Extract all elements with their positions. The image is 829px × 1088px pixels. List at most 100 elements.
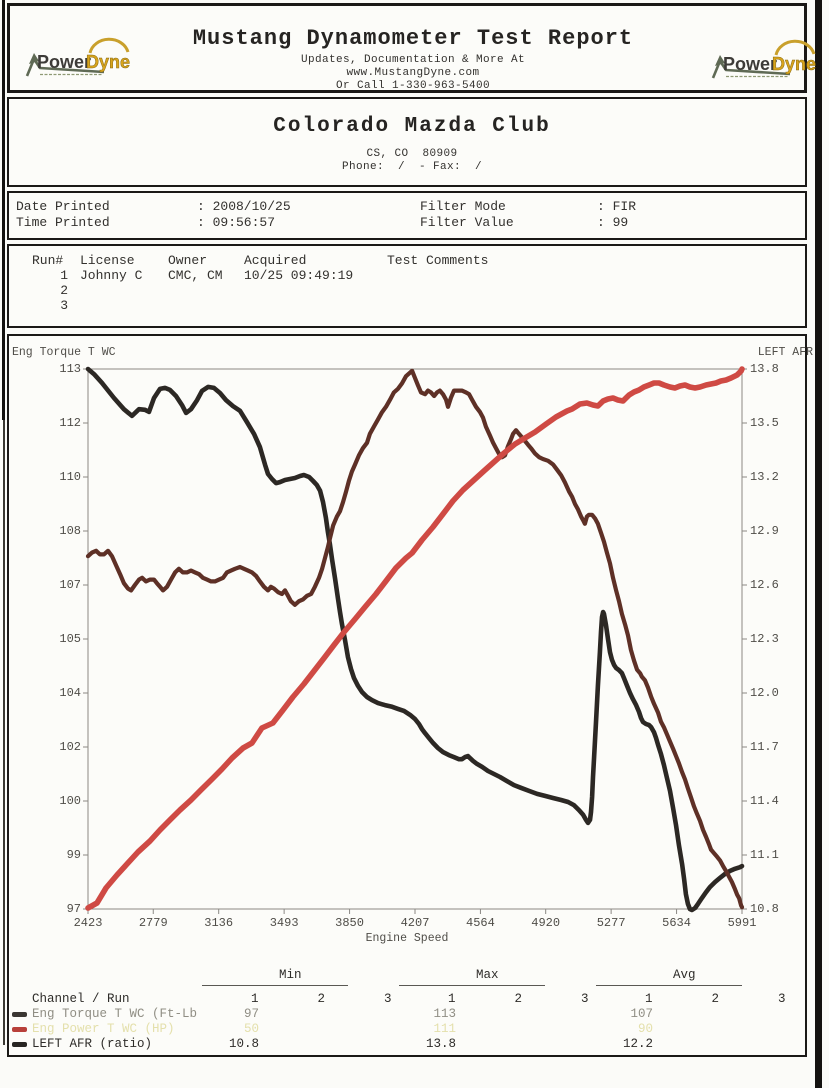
right-tick-label: 10.8 [750,902,779,916]
stats-value: 97 [243,1007,259,1021]
dyno-plot [83,366,747,914]
stats-row-label: Eng Power T WC (HP) [32,1022,175,1036]
date-printed-label: Date Printed [16,199,110,214]
time-printed-label: Time Printed [16,215,110,230]
report-title: Mustang Dynamometer Test Report [192,26,634,51]
x-tick-label: 5277 [596,916,626,930]
left-tick-label: 97 [66,902,81,916]
stats-group-header-avg: Avg [673,968,696,982]
stats-value: 107 [630,1007,653,1021]
right-tick-label: 13.2 [750,470,779,484]
stats-run-col-3: 3 [581,992,589,1006]
scan-right-edge [815,0,822,1088]
logo-arc [88,37,130,54]
stats-run-col-2: 2 [514,992,523,1006]
right-tick-label: 12.0 [750,686,779,700]
stats-run-col-1: 1 [645,992,653,1006]
right-tick-label: 11.7 [750,740,779,754]
logo-word-power: Power [723,54,777,74]
left-tick-label: 110 [59,470,81,484]
customer-city: CS, CO 80909 [366,148,458,160]
stats-group-underline [399,985,545,986]
stats-value: 13.8 [425,1037,456,1051]
x-tick-label: 5991 [727,916,757,930]
powerdyne-logo-left: Power Dyne [18,28,143,86]
x-tick-label: 5634 [662,916,691,930]
x-tick-label: 3493 [269,916,299,930]
right-tick-label: 11.4 [750,794,779,808]
stats-value: 111 [433,1022,456,1036]
logo-swoosh [711,59,791,79]
stats-run-col-1: 1 [251,992,259,1006]
stats-group-header-max: Max [476,968,499,982]
run-acquired: 10/25 09:49:19 [244,268,354,283]
logo-word-dyne: Dyne [86,52,130,72]
right-tick-label: 11.1 [750,848,779,862]
left-tick-label: 100 [59,794,81,808]
left-tick-label: 99 [66,848,81,862]
stats-group-underline [596,985,742,986]
right-tick-label: 12.9 [750,524,779,538]
powerdyne-logo-left-art: Power Dyne [25,37,130,77]
logo-word-dyne: Dyne [772,54,816,74]
stats-row-label: Eng Torque T WC (Ft-Lb [32,1007,198,1021]
header-frame: Mustang Dynamometer Test Report Updates,… [7,3,816,93]
logo-word-power: Power [37,52,91,72]
runs-header-comments: Test Comments [387,253,489,268]
stats-row-swatch [12,1027,27,1032]
logo-arc [774,39,816,56]
x-axis-title: Engine Speed [365,932,449,945]
header-subtitle-3: Or Call 1-330-963-5400 [335,80,491,92]
powerdyne-logo-right-art: Power Dyne [711,39,816,79]
powerdyne-logo-right: Power Dyne [704,30,829,88]
right-axis-title: LEFT AFR [757,346,813,359]
stats-row-label: LEFT AFR (ratio) [32,1037,153,1051]
right-tick-label: 12.6 [750,578,779,592]
x-tick-label: 2779 [138,916,168,930]
runs-frame: Run# License Owner Acquired Test Comment… [7,244,807,328]
print-info-frame: Date Printed : 2008/10/25 Time Printed :… [7,191,807,240]
customer-frame: Colorado Mazda Club CS, CO 80909 Phone: … [7,97,807,187]
filter-value-label: Filter Value [420,215,514,230]
stats-value: 90 [637,1022,653,1036]
runs-header-owner: Owner [168,253,208,268]
series-eng-power-t-wc-hp- [85,366,745,911]
chart-frame: Eng Torque T WC LEFT AFR 113 112 110 108 107… [7,334,813,1057]
scan-left-edge-lower [3,420,5,1045]
stats-run-col-3: 3 [778,992,786,1006]
logo-swoosh [25,57,105,77]
stats-value: 12.2 [622,1037,653,1051]
left-tick-label: 105 [59,632,81,646]
filter-value-value: : 99 [597,215,629,230]
scan-left-edge [2,0,5,420]
stats-run-col-2: 2 [711,992,720,1006]
left-tick-label: 112 [59,416,81,430]
run-number: 2 [60,283,68,298]
left-tick-label: 102 [59,740,81,754]
series-left-afr-ratio- [85,368,745,910]
header-subtitle-1: Updates, Documentation & More At [300,54,526,66]
series-eng-torque-t-wc-ft-lb- [85,366,745,913]
stats-run-col-2: 2 [317,992,326,1006]
right-tick-label: 13.8 [750,362,779,376]
stats-row-swatch [12,1012,27,1017]
filter-mode-label: Filter Mode [420,199,506,214]
x-tick-label: 3850 [335,916,364,930]
stats-channel-header: Channel / Run [32,992,130,1006]
date-printed-value: : 2008/10/25 [197,199,291,214]
left-tick-label: 107 [59,578,81,592]
stats-group-header-min: Min [279,968,302,982]
run-license: Johnny C [80,268,143,283]
time-printed-value: : 09:56:57 [197,215,276,230]
right-tick-label: 12.3 [750,632,779,646]
runs-header-license: License [80,253,135,268]
runs-header-acquired: Acquired [244,253,307,268]
left-tick-label: 104 [59,686,81,700]
x-tick-label: 4207 [400,916,430,930]
run-number: 1 [60,268,68,283]
stats-run-col-3: 3 [384,992,392,1006]
run-number: 3 [60,298,68,313]
stats-run-col-1: 1 [448,992,456,1006]
stats-value: 10.8 [228,1037,259,1051]
